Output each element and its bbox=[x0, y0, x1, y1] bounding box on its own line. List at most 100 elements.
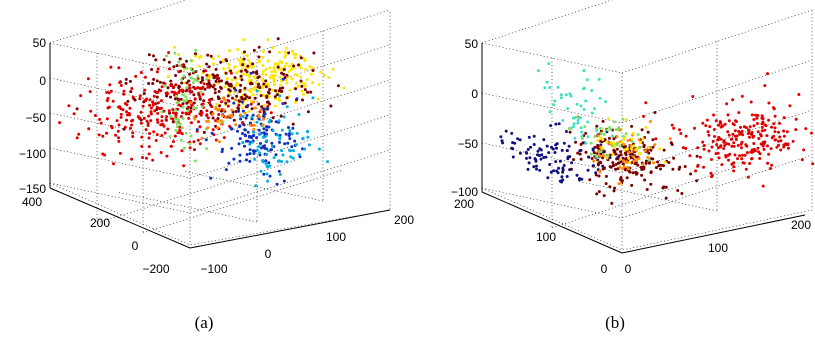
data-point bbox=[189, 134, 193, 138]
data-point bbox=[312, 51, 316, 55]
data-point bbox=[548, 110, 552, 114]
data-point bbox=[641, 162, 645, 166]
data-point bbox=[238, 90, 242, 94]
data-point bbox=[594, 171, 598, 175]
data-point bbox=[178, 64, 182, 68]
data-point bbox=[744, 143, 748, 147]
data-point bbox=[779, 148, 783, 152]
data-point bbox=[266, 59, 270, 63]
data-point bbox=[262, 93, 266, 97]
data-point bbox=[772, 122, 776, 126]
data-point bbox=[664, 185, 668, 189]
data-point bbox=[556, 171, 560, 175]
data-point bbox=[630, 183, 634, 187]
data-point bbox=[249, 78, 253, 82]
data-point bbox=[677, 167, 681, 171]
data-point bbox=[593, 107, 597, 111]
data-point bbox=[739, 131, 743, 134]
data-point bbox=[596, 163, 600, 167]
data-point bbox=[227, 161, 231, 165]
data-point bbox=[516, 137, 520, 141]
data-point bbox=[241, 109, 245, 113]
data-point bbox=[288, 64, 291, 68]
data-point bbox=[751, 135, 755, 139]
data-point bbox=[261, 64, 265, 67]
data-point bbox=[561, 119, 565, 122]
data-point bbox=[229, 71, 233, 75]
data-point bbox=[601, 164, 605, 168]
data-point bbox=[174, 94, 178, 98]
data-point bbox=[253, 96, 257, 100]
data-point bbox=[303, 82, 307, 86]
data-point bbox=[219, 122, 223, 126]
data-point bbox=[305, 78, 309, 82]
data-point bbox=[270, 141, 274, 145]
data-point bbox=[160, 99, 163, 103]
data-point bbox=[554, 122, 558, 126]
data-point bbox=[192, 93, 196, 97]
data-point bbox=[173, 45, 176, 49]
data-point bbox=[183, 99, 186, 103]
data-point bbox=[525, 156, 528, 160]
data-point bbox=[619, 153, 623, 157]
data-point bbox=[760, 122, 764, 126]
data-point bbox=[131, 118, 135, 122]
data-point bbox=[249, 71, 253, 75]
data-point bbox=[178, 128, 182, 132]
data-point bbox=[246, 103, 250, 107]
data-point bbox=[269, 111, 273, 115]
data-point bbox=[177, 86, 181, 90]
data-point bbox=[766, 161, 770, 165]
data-point bbox=[608, 126, 612, 129]
data-point bbox=[602, 194, 606, 198]
data-point bbox=[250, 107, 254, 111]
data-point bbox=[782, 129, 786, 133]
data-point bbox=[167, 51, 171, 55]
data-point bbox=[105, 90, 109, 94]
data-point bbox=[200, 111, 204, 115]
data-point bbox=[239, 74, 243, 78]
data-point bbox=[219, 85, 222, 89]
data-point bbox=[625, 176, 629, 180]
data-point bbox=[738, 154, 742, 158]
data-point bbox=[661, 186, 665, 190]
data-point bbox=[289, 155, 293, 159]
data-point bbox=[167, 109, 171, 113]
data-point bbox=[576, 118, 580, 122]
data-point bbox=[250, 140, 254, 144]
data-point bbox=[222, 67, 226, 71]
data-point bbox=[194, 106, 198, 110]
data-point bbox=[291, 49, 295, 53]
data-point bbox=[264, 67, 268, 71]
data-point bbox=[800, 158, 804, 162]
data-point bbox=[189, 101, 193, 105]
data-point bbox=[278, 87, 282, 90]
data-point bbox=[212, 62, 215, 66]
data-point bbox=[694, 169, 698, 173]
data-point bbox=[131, 95, 135, 99]
data-point bbox=[249, 123, 252, 127]
data-point bbox=[306, 110, 310, 114]
data-point bbox=[688, 154, 692, 158]
data-point bbox=[270, 148, 273, 152]
data-point bbox=[264, 85, 268, 89]
data-point bbox=[723, 122, 727, 126]
data-point bbox=[198, 142, 202, 146]
data-point bbox=[286, 141, 290, 145]
data-point bbox=[189, 67, 193, 71]
data-point bbox=[602, 133, 606, 136]
data-point bbox=[241, 63, 245, 67]
data-point bbox=[733, 153, 737, 157]
data-point bbox=[216, 54, 220, 58]
data-point bbox=[227, 62, 231, 66]
data-point bbox=[549, 124, 553, 128]
data-point bbox=[244, 134, 247, 138]
data-point bbox=[572, 125, 575, 129]
data-point bbox=[623, 168, 627, 172]
data-point bbox=[627, 150, 631, 154]
data-point bbox=[308, 65, 312, 68]
data-point bbox=[230, 108, 234, 112]
data-point bbox=[219, 60, 223, 64]
data-point bbox=[582, 108, 586, 111]
data-point bbox=[752, 124, 756, 128]
